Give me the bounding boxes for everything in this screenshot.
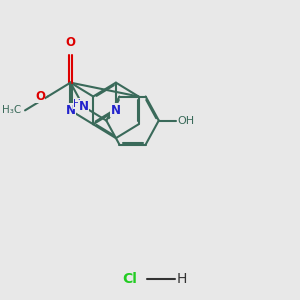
Text: O: O bbox=[35, 90, 45, 103]
Text: H: H bbox=[73, 99, 81, 109]
Text: N: N bbox=[79, 100, 88, 113]
Text: OH: OH bbox=[178, 116, 195, 125]
Text: H: H bbox=[176, 272, 187, 286]
Text: O: O bbox=[65, 36, 76, 49]
Text: H₃C: H₃C bbox=[2, 105, 21, 116]
Text: Cl: Cl bbox=[122, 272, 137, 286]
Text: N: N bbox=[65, 104, 76, 117]
Text: N: N bbox=[111, 104, 121, 117]
